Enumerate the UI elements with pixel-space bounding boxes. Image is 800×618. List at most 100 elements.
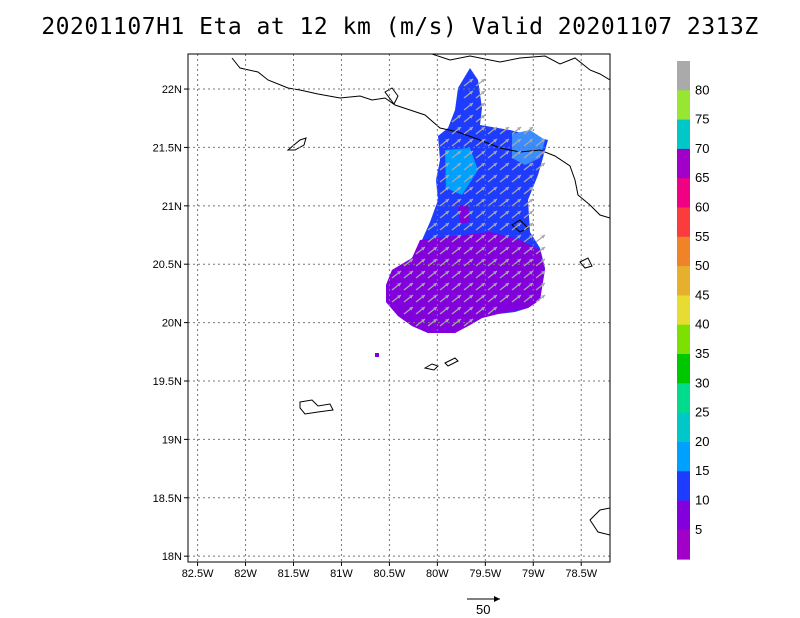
wind-vector-head bbox=[517, 271, 521, 275]
wind-vector-head bbox=[469, 115, 473, 119]
wind-vector-head bbox=[445, 163, 449, 167]
x-tick-label: 82.5W bbox=[182, 568, 214, 580]
y-tick-label: 18N bbox=[162, 551, 182, 563]
wind-vector-head bbox=[445, 139, 449, 143]
wind-vector-head bbox=[541, 271, 545, 275]
wind-vector-head bbox=[445, 259, 449, 263]
chart-title: 20201107H1 Eta at 12 km (m/s) Valid 2020… bbox=[41, 14, 759, 40]
wind-vector-head bbox=[517, 163, 521, 167]
wind-vector-head bbox=[457, 307, 461, 311]
colorbar-label: 80 bbox=[695, 82, 709, 97]
wind-vector-head bbox=[505, 175, 509, 179]
wind-vector-head bbox=[529, 127, 533, 131]
wind-vector-head bbox=[529, 163, 533, 167]
wind-vector-head bbox=[469, 103, 473, 107]
wind-vector-head bbox=[481, 307, 485, 311]
wind-vector-head bbox=[517, 199, 521, 203]
wind-vector-head bbox=[469, 223, 473, 227]
wind-vector-head bbox=[505, 199, 509, 203]
x-tick-label: 79.5W bbox=[469, 568, 501, 580]
cuba-north-coast bbox=[431, 54, 610, 81]
wind-vector-head bbox=[469, 307, 473, 311]
wind-vector-head bbox=[481, 79, 485, 83]
x-tick-label: 81W bbox=[330, 568, 353, 580]
wind-vector-head bbox=[421, 259, 425, 263]
wind-vector-head bbox=[517, 151, 521, 155]
wind-vector-head bbox=[517, 235, 521, 239]
graticule bbox=[188, 54, 610, 562]
wind-vector-head bbox=[481, 295, 485, 299]
wind-vector-head bbox=[457, 319, 461, 323]
wind-vector-head bbox=[517, 223, 521, 227]
key-a bbox=[384, 87, 399, 105]
wind-vector-head bbox=[433, 307, 437, 311]
wind-vector-head bbox=[457, 223, 461, 227]
colorbar-segment bbox=[677, 324, 690, 355]
colorbar-segment bbox=[677, 119, 690, 150]
wind-vector-head bbox=[493, 211, 497, 215]
isla-juventud bbox=[286, 137, 307, 151]
wind-vector-head bbox=[493, 295, 497, 299]
wind-vector-head bbox=[457, 199, 461, 203]
wind-vector-head bbox=[481, 271, 485, 275]
wind-vector-head bbox=[481, 91, 485, 95]
wind-vector-head bbox=[529, 223, 533, 227]
wind-vector-head bbox=[541, 295, 545, 299]
wind-vector-head bbox=[481, 127, 485, 131]
wind-vector-head bbox=[505, 211, 509, 215]
axis-ticks: 82.5W 82W 81.5W 81W 80.5W 80W 79.5W 79W 78.5W 22N… bbox=[153, 84, 598, 580]
wind-vector-head bbox=[445, 211, 449, 215]
wind-vector-head bbox=[469, 139, 473, 143]
wind-vector-head bbox=[469, 127, 473, 131]
wind-vector-head bbox=[457, 163, 461, 167]
wind-vector-head bbox=[481, 139, 485, 143]
wind-vector-head bbox=[421, 319, 425, 323]
colorbar-label: 75 bbox=[695, 112, 709, 127]
jamaica bbox=[589, 507, 610, 536]
wind-vector-head bbox=[421, 283, 425, 287]
wind-vector-head bbox=[469, 259, 473, 263]
wind-vector-head bbox=[469, 187, 473, 191]
colorbar-label: 5 bbox=[695, 522, 702, 537]
colorbar-label: 35 bbox=[695, 346, 709, 361]
wind-vector-head bbox=[505, 235, 509, 239]
wind-vector-head bbox=[517, 295, 521, 299]
y-tick-label: 19.5N bbox=[153, 376, 182, 388]
wind-vector-head bbox=[469, 91, 473, 95]
wind-vector-head bbox=[409, 295, 413, 299]
wind-vector-head bbox=[457, 295, 461, 299]
colorbar-segment bbox=[677, 178, 690, 208]
wind-vector-head bbox=[457, 247, 461, 251]
wind-vector-head bbox=[517, 247, 521, 251]
x-tick-label: 80W bbox=[426, 568, 449, 580]
wind-vector-head bbox=[541, 163, 545, 167]
colorbar-segment bbox=[677, 148, 690, 179]
wind-vector-head bbox=[529, 247, 533, 251]
wind-vector-head bbox=[457, 259, 461, 263]
x-tick-label: 79W bbox=[522, 568, 545, 580]
wind-vector-head bbox=[433, 235, 437, 239]
cays-east bbox=[579, 257, 593, 269]
wind-vector-head bbox=[421, 295, 425, 299]
wind-vector-head bbox=[493, 127, 497, 131]
colorbar-label: 45 bbox=[695, 287, 709, 302]
wind-vector-head bbox=[433, 271, 437, 275]
wind-vector-head bbox=[493, 271, 497, 275]
wind-vector-head bbox=[469, 151, 473, 155]
wind-vector-head bbox=[493, 151, 497, 155]
cays-south bbox=[511, 219, 529, 233]
wind-vector-head bbox=[517, 259, 521, 263]
x-tick-label: 78.5W bbox=[565, 568, 597, 580]
wind-vector-head bbox=[445, 307, 449, 311]
wind-vector-head bbox=[457, 187, 461, 191]
wind-vector-head bbox=[433, 259, 437, 263]
colorbar-segment bbox=[677, 441, 690, 472]
wind-vector-head bbox=[529, 283, 533, 287]
wind-vector-head bbox=[541, 259, 545, 263]
y-tick-label: 20.5N bbox=[153, 259, 182, 271]
wind-vector-head bbox=[505, 247, 509, 251]
wind-vector-head bbox=[493, 259, 497, 263]
wind-vector-head bbox=[445, 187, 449, 191]
wind-vector-head bbox=[469, 211, 473, 215]
y-tick-label: 21.5N bbox=[153, 142, 182, 154]
